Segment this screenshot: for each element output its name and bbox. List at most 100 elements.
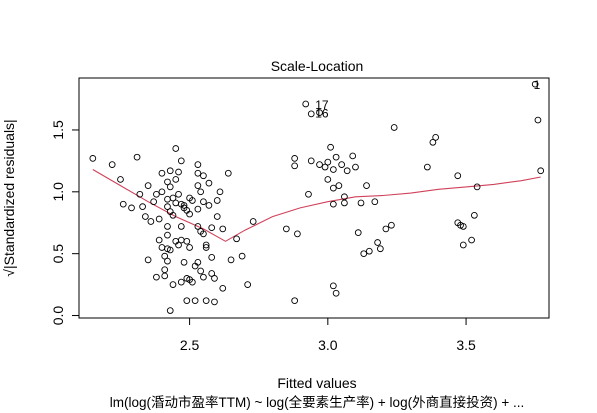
- data-point: [197, 267, 204, 275]
- data-point: [155, 236, 163, 244]
- data-point: [216, 188, 224, 196]
- data-point: [324, 176, 332, 183]
- data-point: [164, 195, 171, 203]
- data-point: [158, 188, 166, 196]
- data-point: [128, 204, 135, 212]
- x-tick-label: 3.5: [456, 337, 476, 353]
- chart-title: Scale-Location: [271, 58, 364, 74]
- data-point: [166, 307, 174, 314]
- x-axis-label: Fitted values: [277, 375, 356, 391]
- x-tick-label: 2.5: [180, 337, 200, 353]
- data-point: [233, 235, 240, 243]
- data-point: [177, 236, 185, 244]
- data-point: [194, 182, 202, 189]
- data-point: [117, 176, 124, 183]
- data-point: [175, 168, 182, 176]
- y-axis: 0.0 0.5 1.0 1.5: [50, 120, 80, 326]
- data-point: [177, 223, 185, 230]
- smooth-layer: [92, 169, 541, 242]
- y-axis-label: √|Standardized residuals|: [1, 119, 17, 276]
- data-point: [238, 252, 246, 260]
- data-point: [136, 190, 144, 198]
- y-tick-label: 0.5: [50, 244, 66, 264]
- data-point: [172, 199, 180, 207]
- data-point: [205, 179, 213, 187]
- data-point: [200, 230, 207, 238]
- data-point: [224, 169, 232, 177]
- data-point: [108, 161, 116, 168]
- data-point: [175, 241, 182, 249]
- data-point: [324, 158, 332, 166]
- data-point: [330, 282, 337, 290]
- x-tick-label: 3.0: [318, 337, 338, 353]
- data-point: [158, 169, 166, 177]
- data-point: [208, 254, 216, 261]
- data-point: [186, 210, 193, 218]
- data-point: [197, 188, 204, 196]
- data-point: [89, 155, 97, 162]
- data-point: [164, 231, 171, 239]
- data-point: [531, 80, 539, 88]
- data-point: [172, 145, 180, 152]
- data-point: [142, 213, 149, 220]
- data-point: [208, 270, 216, 277]
- data-point: [390, 124, 398, 131]
- data-point: [302, 100, 310, 108]
- data-point: [316, 109, 323, 116]
- data-point: [164, 178, 171, 186]
- data-point: [338, 161, 345, 168]
- data-point: [291, 297, 298, 305]
- data-point: [307, 157, 315, 165]
- data-point: [158, 244, 166, 251]
- point-label: 17: [315, 98, 329, 112]
- data-point: [133, 153, 141, 161]
- data-point: [186, 244, 193, 251]
- data-point: [144, 182, 152, 189]
- data-point: [371, 198, 379, 206]
- data-point: [321, 163, 329, 171]
- data-point: [202, 241, 210, 249]
- data-point: [155, 215, 163, 223]
- data-point: [208, 224, 216, 232]
- data-point: [377, 245, 384, 253]
- data-point: [291, 162, 298, 170]
- data-point: [330, 200, 337, 208]
- point-label: 1: [534, 78, 541, 92]
- data-point: [202, 244, 210, 251]
- data-point: [161, 252, 169, 260]
- data-point: [150, 198, 157, 206]
- data-point: [332, 153, 340, 161]
- data-point: [330, 184, 337, 192]
- data-point: [335, 182, 343, 189]
- data-point: [388, 221, 395, 229]
- data-point: [147, 218, 155, 225]
- data-point: [244, 281, 251, 288]
- data-point: [363, 182, 370, 189]
- data-point: [219, 225, 227, 233]
- data-point: [164, 203, 171, 211]
- data-point: [316, 161, 323, 168]
- data-point: [473, 183, 481, 191]
- data-point: [177, 157, 185, 165]
- data-point: [169, 194, 177, 202]
- data-point: [175, 190, 182, 198]
- y-tick-label: 0.0: [50, 306, 66, 326]
- data-point: [537, 167, 545, 175]
- y-tick-label: 1.5: [50, 120, 66, 140]
- data-point: [352, 163, 359, 171]
- data-point: [429, 138, 437, 146]
- data-point: [459, 223, 467, 230]
- data-point: [153, 190, 160, 198]
- data-point: [194, 258, 202, 266]
- data-point: [357, 199, 365, 207]
- data-point: [468, 236, 475, 244]
- data-point: [205, 202, 213, 209]
- data-point: [249, 218, 257, 225]
- data-point: [424, 163, 431, 171]
- data-point: [191, 297, 199, 305]
- data-point: [213, 213, 221, 220]
- data-point: [283, 225, 290, 233]
- data-point: [360, 250, 368, 258]
